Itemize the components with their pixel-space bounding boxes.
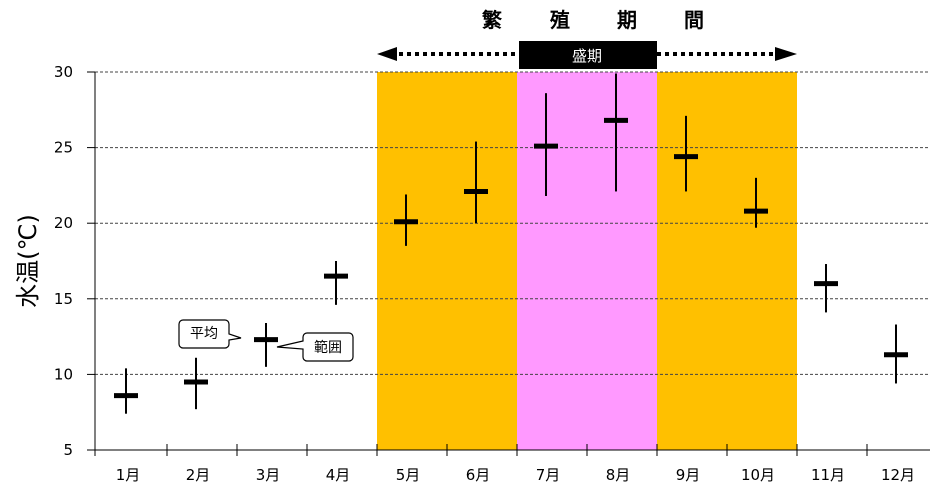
x-tick-label: 2月 bbox=[186, 466, 211, 484]
x-tick-label: 5月 bbox=[396, 466, 421, 484]
x-tick-label: 3月 bbox=[256, 466, 281, 484]
y-tick-label: 25 bbox=[54, 139, 73, 157]
peak-period-band bbox=[517, 72, 657, 450]
breeding-period-title-char: 殖 bbox=[550, 8, 570, 32]
x-tick-label: 9月 bbox=[676, 466, 701, 484]
peak-label-box bbox=[519, 41, 657, 69]
arrowhead-right bbox=[775, 47, 797, 61]
x-tick-label: 8月 bbox=[606, 466, 631, 484]
breeding-period-title-char: 間 bbox=[684, 8, 704, 32]
x-tick-label: 1月 bbox=[116, 466, 141, 484]
range-callout-bubble bbox=[276, 332, 354, 362]
y-tick-label: 30 bbox=[54, 63, 73, 81]
x-tick-label: 12月 bbox=[881, 466, 915, 484]
y-tick-label: 5 bbox=[63, 441, 73, 459]
y-tick-label: 20 bbox=[54, 214, 73, 232]
mean-callout-bubble bbox=[178, 319, 242, 349]
x-tick-label: 10月 bbox=[741, 466, 775, 484]
x-tick-label: 6月 bbox=[466, 466, 491, 484]
x-tick-label: 4月 bbox=[326, 466, 351, 484]
x-tick-label: 11月 bbox=[811, 466, 845, 484]
arrowhead-left bbox=[377, 47, 397, 61]
mean-callout-label: 平均 bbox=[190, 326, 218, 342]
y-tick-label: 15 bbox=[54, 290, 73, 308]
y-tick-label: 10 bbox=[54, 365, 73, 383]
peak-label: 盛期 bbox=[572, 47, 602, 65]
breeding-period-title-char: 繁 bbox=[482, 8, 503, 32]
breeding-period-title-char: 期 bbox=[617, 8, 637, 32]
x-tick-label: 7月 bbox=[536, 466, 561, 484]
y-axis-title: 水温(℃) bbox=[14, 214, 42, 308]
range-callout-label: 範囲 bbox=[314, 339, 342, 356]
